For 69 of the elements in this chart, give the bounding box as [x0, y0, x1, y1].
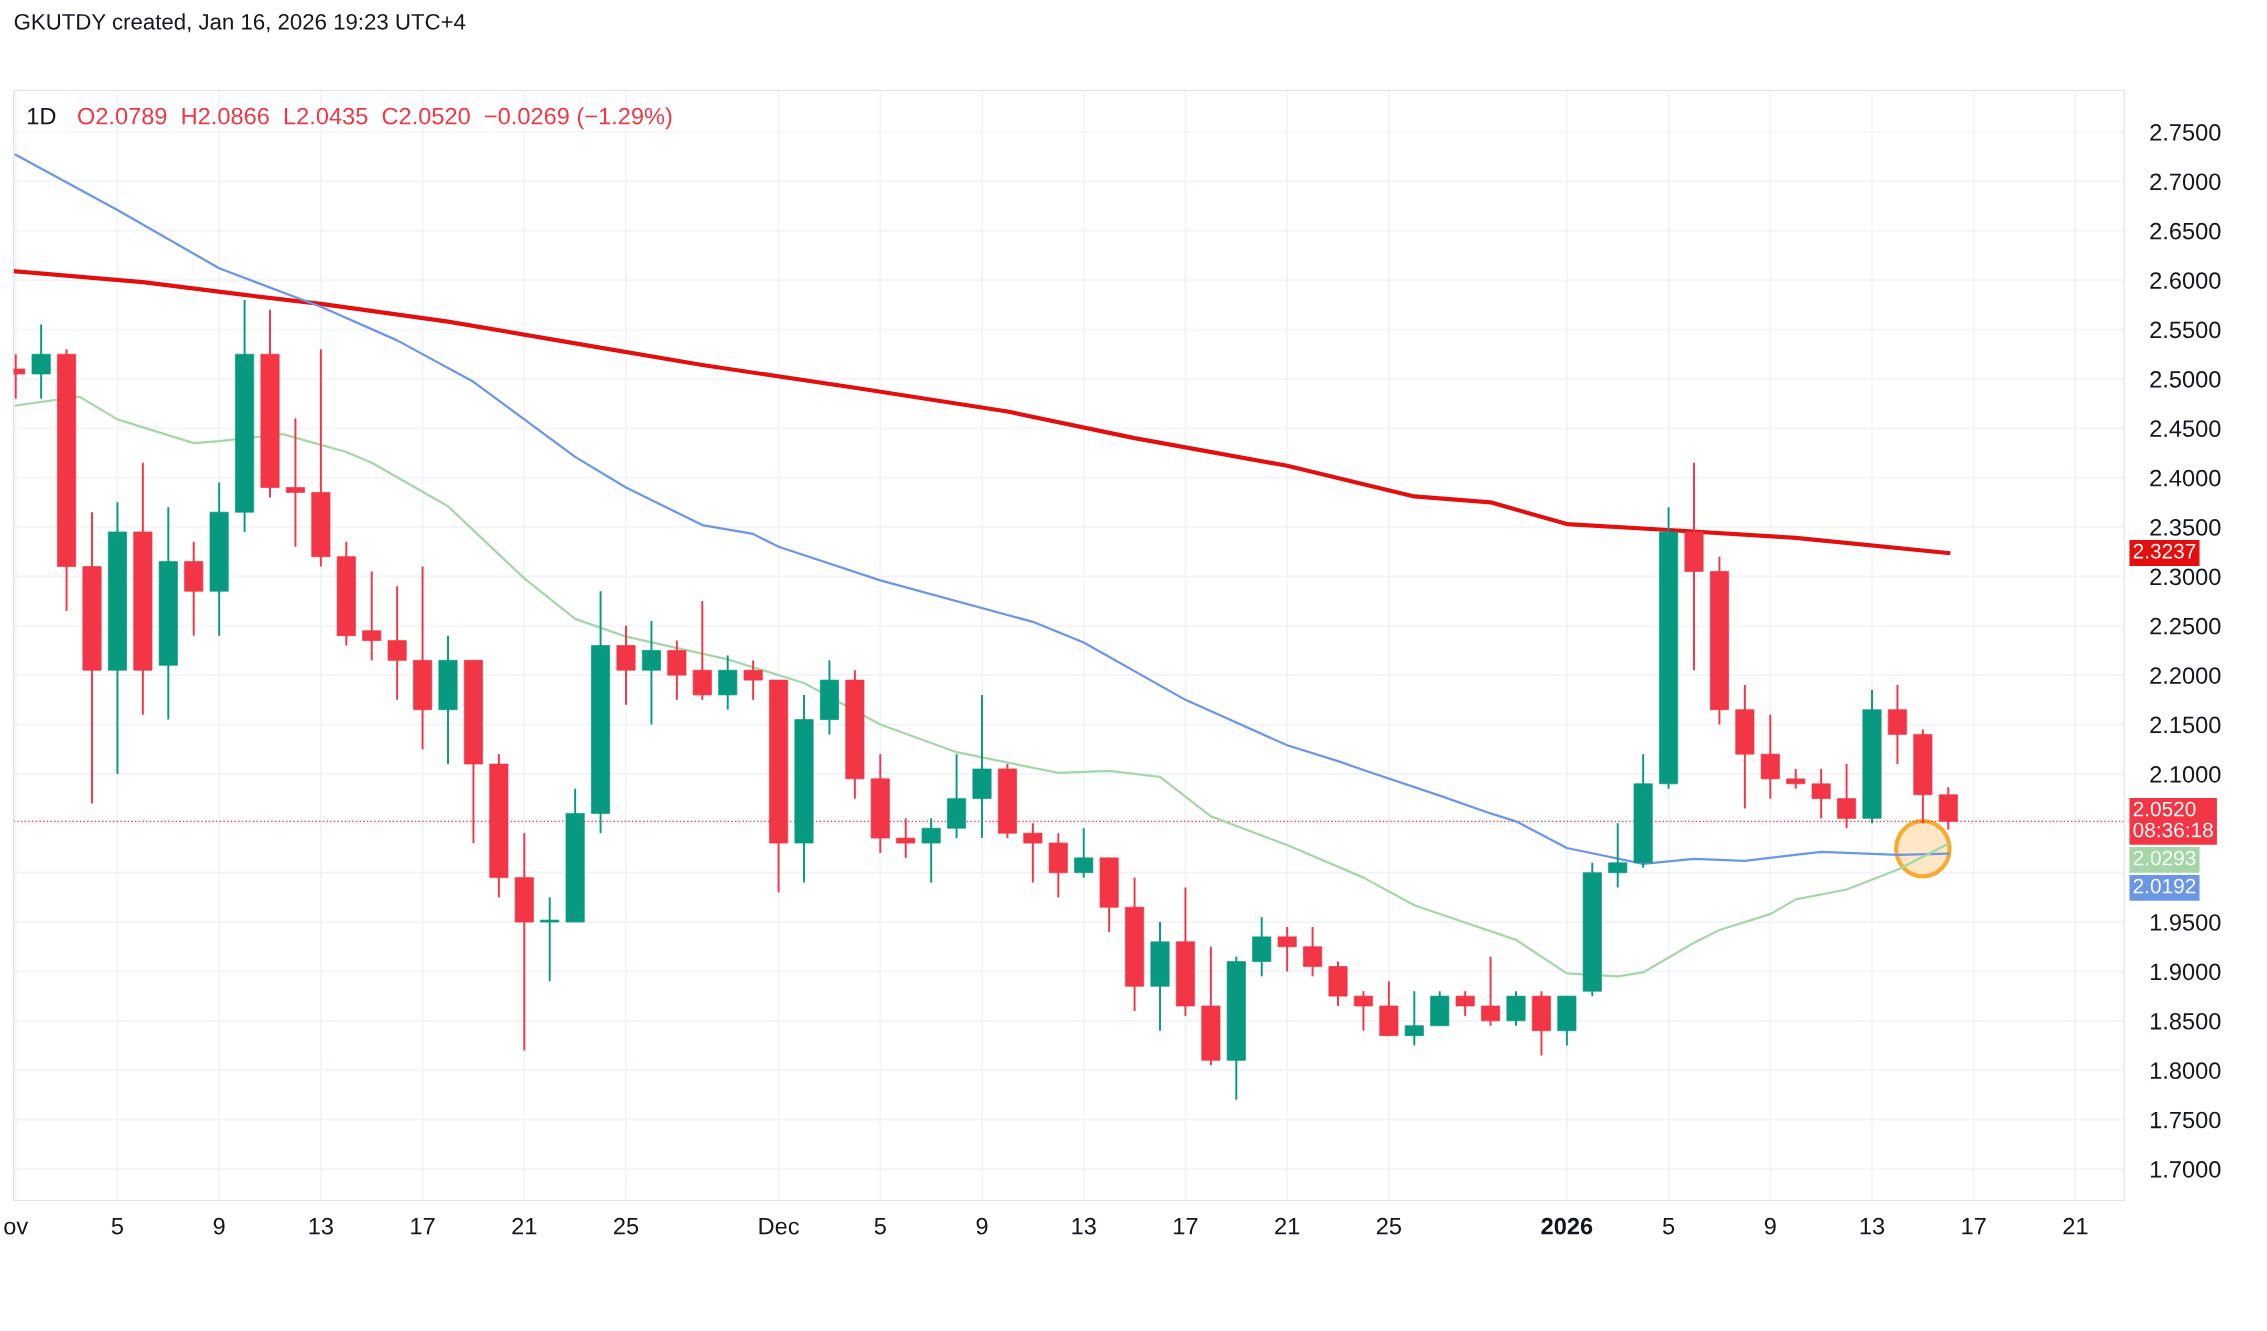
y-tick-label: 2.1500	[2150, 716, 2221, 734]
y-tick-label: 2.3000	[2150, 568, 2221, 586]
line-series	[13, 269, 1951, 556]
candlestick	[1786, 768, 1806, 790]
y-tick-label: 2.7500	[2150, 124, 2221, 141]
x-tick-label: Dec	[759, 1218, 799, 1235]
candlestick	[1608, 822, 1628, 889]
y-tick-label: 2.5500	[2150, 321, 2221, 339]
y-tick-label: 1.9500	[2150, 914, 2221, 931]
y-tick-label: 2.3500	[2150, 519, 2221, 536]
y-tick-label: 1.8000	[2150, 1062, 2221, 1079]
candlestick	[1303, 926, 1323, 978]
x-tick-label: 17	[1174, 1218, 1198, 1235]
candlestick	[1404, 990, 1424, 1047]
x-tick-label: 17	[411, 1218, 435, 1235]
line-series	[14, 153, 1950, 865]
candlestick	[1811, 768, 1831, 820]
x-tick-label: 9	[213, 1217, 225, 1235]
text: 2.0293	[2133, 850, 2196, 866]
candlestick	[743, 659, 763, 701]
y-tick-label: 1.9000	[2150, 963, 2221, 981]
candlestick	[921, 817, 941, 884]
candlestick	[1074, 827, 1094, 879]
candlestick	[1837, 763, 1857, 830]
x-tick-label: 25	[614, 1217, 639, 1235]
y-tick-label: 1.7500	[2150, 1111, 2221, 1129]
text: O2.0789 H2.0866 L2.0435 C2.0520 −0.0269 (−1.29%)	[78, 107, 672, 130]
x-tick-label: 17	[1962, 1218, 1986, 1235]
x-tick-label: 21	[512, 1217, 537, 1235]
x-tick-label: 2026	[1541, 1217, 1593, 1235]
x-tick-label: 5	[874, 1218, 886, 1235]
y-tick-label: 2.7000	[2150, 173, 2221, 191]
x-tick-label: 5	[1662, 1218, 1675, 1235]
y-tick-label: 2.6500	[2150, 222, 2221, 240]
x-tick-label: 25	[1376, 1217, 1402, 1235]
candlestick	[1455, 990, 1475, 1017]
x-tick-label: 9	[976, 1217, 988, 1235]
y-tick-label: 2.2500	[2150, 617, 2221, 635]
line-series	[14, 395, 1950, 978]
x-tick-label: 21	[1275, 1217, 1300, 1235]
y-tick-label: 2.1000	[2150, 765, 2221, 783]
x-tick-label: 13	[309, 1217, 333, 1235]
candlestick	[387, 585, 407, 701]
y-tick-label: 2.4000	[2150, 469, 2221, 487]
candlestick	[540, 896, 560, 983]
y-tick-label: 2.2000	[2150, 667, 2221, 684]
y-tick-label: 2.6000	[2150, 272, 2221, 289]
candlestick	[285, 417, 305, 548]
candlestick	[1277, 926, 1297, 973]
x-tick-label: 13	[1072, 1217, 1096, 1235]
candlestick	[1481, 955, 1501, 1027]
ref-line-label: 2.0520 08:36:18	[2133, 801, 2213, 838]
text: GKUTDY created, Jan 16, 2026 19:23 UTC+4	[14, 13, 466, 33]
x-tick-label: ov	[4, 1221, 29, 1235]
text: 1D	[28, 108, 56, 125]
text: 2.3237	[2133, 543, 2196, 559]
x-tick-label: 21	[2063, 1217, 2088, 1235]
text: 2.0192	[2133, 878, 2196, 894]
y-tick-label: 2.4500	[2150, 420, 2221, 438]
x-tick-label: 13	[1860, 1217, 1885, 1235]
y-tick-label: 1.8500	[2150, 1012, 2221, 1030]
candlestick	[1353, 990, 1373, 1032]
candlestick	[31, 323, 51, 400]
y-tick-label: 2.5000	[2150, 370, 2221, 388]
candlestick	[362, 570, 382, 662]
candlestick	[641, 619, 661, 726]
x-tick-label: 9	[1764, 1217, 1776, 1235]
x-tick-label: 5	[111, 1218, 124, 1235]
y-tick-label: 1.7000	[2150, 1161, 2221, 1178]
